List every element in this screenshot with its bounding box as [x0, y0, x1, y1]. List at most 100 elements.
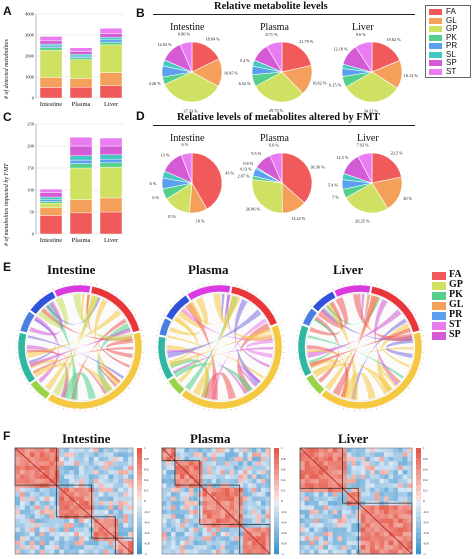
heatmap-cell	[162, 536, 167, 542]
chord-tick	[255, 398, 258, 401]
heatmap-cell	[83, 523, 90, 528]
heatmap-cell	[175, 492, 181, 497]
heatmap-cell	[304, 518, 310, 524]
heatmap-cell	[346, 509, 352, 515]
heatmap-cell	[243, 549, 248, 555]
chord-tick	[163, 314, 166, 316]
bar-segment-fa	[69, 87, 93, 99]
chord-segment-pk	[167, 377, 185, 395]
heatmap-cell	[59, 540, 65, 546]
heatmap-cell	[220, 527, 226, 533]
heatmap-cell	[247, 492, 253, 497]
heatmap-cell	[34, 452, 40, 458]
pie-percent-label: 26.86 %	[246, 207, 261, 212]
heatmap-cell	[379, 470, 385, 475]
chord-tick	[417, 373, 419, 375]
chord-tick	[170, 305, 172, 307]
heatmap-cell	[88, 536, 94, 542]
heatmap-cell	[118, 470, 124, 475]
heatmap-cell	[318, 483, 324, 489]
heatmap-cell	[180, 523, 185, 528]
heatmap-cell	[198, 452, 203, 458]
pie-percent-label: 6.6 %	[269, 142, 279, 147]
chord-tick	[280, 363, 283, 365]
legend-swatch-sl	[429, 51, 442, 58]
heatmap-cell	[384, 448, 389, 453]
heatmap-cell	[247, 523, 253, 528]
heatmap-cell	[351, 540, 357, 546]
heatmap-cell	[83, 492, 90, 497]
heatmap-cell	[15, 527, 21, 533]
heatmap-cell	[328, 496, 333, 502]
heatmap-cell	[193, 465, 199, 471]
heatmap-cell	[247, 474, 253, 480]
pie-charts-relative-levels: 18.84 %16.05 %37.33 %4.26 %12.63 %6.86 %…	[149, 31, 419, 113]
heatmap-cell	[388, 492, 394, 497]
heatmap-scale-cell	[274, 469, 279, 475]
pie-slice-fa	[371, 152, 402, 184]
chord-ribbon	[73, 294, 133, 342]
bar-segment-st	[39, 188, 63, 193]
chord-tick	[420, 363, 423, 365]
heatmap-cell	[252, 452, 257, 458]
pie-percent-label: 6 %	[181, 142, 188, 147]
chord-tick	[251, 290, 253, 293]
chord-tick	[38, 395, 40, 397]
legend-swatch-gp	[429, 26, 442, 32]
heatmap-cell	[402, 496, 408, 502]
heatmap-cell	[189, 527, 194, 533]
heatmap-cell	[234, 478, 239, 484]
heatmap-cell	[93, 470, 99, 475]
heatmap-cluster-box	[55, 484, 93, 518]
pie-slice-st	[180, 152, 193, 184]
heatmap-cell	[225, 523, 230, 528]
heatmap-cell	[189, 465, 194, 471]
heatmap-cell	[184, 452, 190, 458]
heatmap-cell	[162, 545, 167, 550]
heatmap-cell	[243, 474, 248, 480]
legend-e-swatch-gl	[432, 302, 446, 310]
heatmap-cell	[54, 545, 60, 550]
heatmap-scale-label: 0	[281, 499, 283, 503]
heatmap-cell	[59, 531, 65, 537]
heatmap-cell	[15, 549, 21, 555]
heatmap-cell	[198, 470, 203, 475]
heatmap-cell	[78, 518, 85, 524]
heatmap-cell	[128, 514, 134, 519]
heatmap-cell	[234, 549, 239, 555]
heatmap-cell	[393, 514, 399, 519]
heatmap-cell	[29, 509, 35, 515]
heatmap-cell	[202, 540, 208, 546]
heatmap-cell	[256, 518, 262, 524]
heatmap-cell	[300, 505, 305, 511]
heatmap-scale-cell	[274, 458, 279, 465]
heatmap-cell	[374, 465, 380, 471]
heatmap-cell	[175, 527, 181, 533]
chord-tick	[115, 398, 118, 401]
chord-segment-gp	[181, 324, 283, 410]
heatmap-cell	[44, 549, 50, 555]
heatmap-cell	[247, 505, 253, 511]
chord-tick	[124, 391, 127, 394]
heatmap-cell	[393, 452, 399, 458]
heatmap-cell	[15, 518, 21, 524]
heatmap-cell	[379, 496, 385, 502]
heatmap-cell	[54, 470, 60, 475]
heatmap-cell	[374, 514, 380, 519]
heatmap-cell	[360, 509, 366, 515]
heatmap-cell	[98, 470, 104, 475]
heatmap-cell	[39, 492, 45, 497]
heatmap-cell	[54, 478, 60, 484]
heatmap-cell	[69, 505, 75, 511]
heatmap-cell	[162, 456, 167, 462]
heatmap-cell	[229, 496, 235, 502]
heatmap-cell	[175, 487, 181, 493]
heatmap-cell	[39, 527, 45, 533]
chord-segment-sp	[187, 284, 231, 301]
heatmap-cell	[88, 478, 94, 484]
chord-plasma-title: Plasma	[188, 262, 229, 277]
chord-tick	[310, 387, 312, 389]
heatmap-cell	[379, 492, 385, 497]
heatmap-cell	[184, 478, 190, 484]
heatmap-cell	[360, 470, 366, 475]
